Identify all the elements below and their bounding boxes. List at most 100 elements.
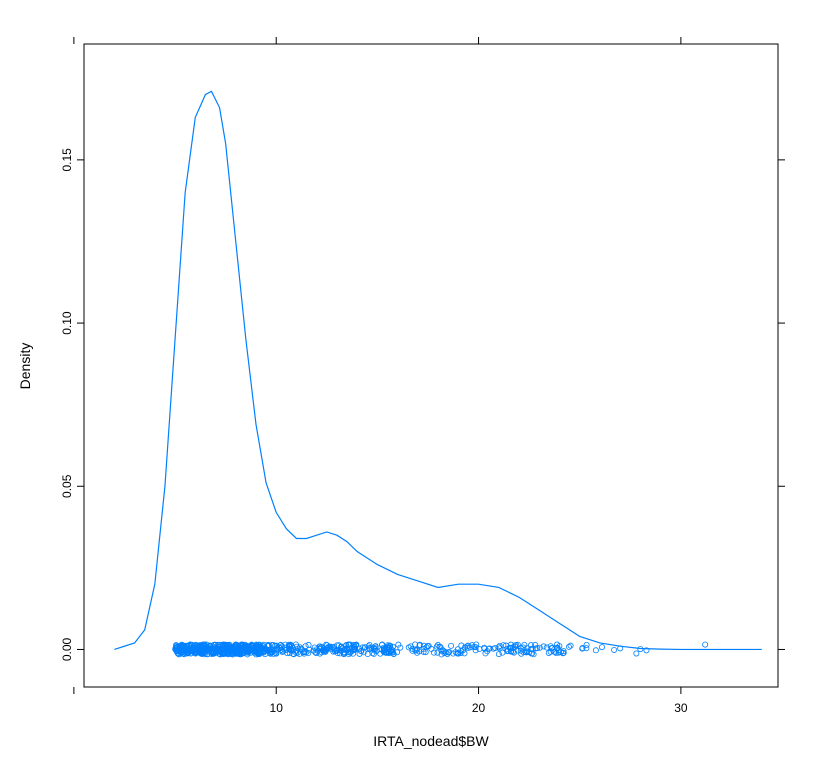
rug-point <box>330 648 337 655</box>
rug-points <box>172 641 709 658</box>
rug-point <box>430 649 437 656</box>
x-axis-bottom: 10 20 30 <box>73 687 688 715</box>
rug-point <box>469 642 476 649</box>
rug-point <box>536 644 543 651</box>
y-axis-title: Density <box>17 343 33 390</box>
rug-point <box>288 646 295 653</box>
rug-point <box>611 646 618 653</box>
rug-point <box>357 648 364 655</box>
rug-point <box>457 650 464 657</box>
rug-point <box>187 641 194 648</box>
rug-point <box>189 648 196 655</box>
y-axis-right <box>778 159 785 650</box>
rug-point <box>233 650 240 657</box>
rug-point <box>445 649 452 656</box>
y-tick-label: 0.15 <box>60 148 74 172</box>
rug-point <box>643 647 650 654</box>
y-tick-label: 0.00 <box>60 637 74 661</box>
rug-point <box>436 643 443 650</box>
rug-point <box>509 644 516 651</box>
rug-point <box>290 650 297 657</box>
rug-point <box>221 644 228 651</box>
rug-point <box>359 644 366 651</box>
rug-point <box>192 641 199 648</box>
rug-point <box>234 643 241 650</box>
rug-point <box>310 647 317 654</box>
rug-point <box>255 649 262 656</box>
rug-point <box>439 647 446 654</box>
rug-point <box>318 649 325 656</box>
rug-point <box>592 647 599 654</box>
x-axis-top <box>73 37 682 44</box>
rug-point <box>567 642 574 649</box>
rug-point <box>434 642 441 649</box>
rug-point <box>206 648 213 655</box>
rug-point <box>179 644 186 651</box>
x-tick-label: 30 <box>674 701 688 715</box>
rug-point <box>514 641 521 648</box>
rug-point <box>294 649 301 656</box>
rug-point <box>505 647 512 654</box>
rug-point <box>226 650 233 657</box>
rug-point <box>416 642 423 649</box>
rug-point <box>598 644 605 651</box>
rug-point <box>286 650 293 657</box>
plot-panel <box>83 43 779 688</box>
rug-point <box>395 641 402 648</box>
rug-point <box>458 642 465 649</box>
rug-point <box>527 642 534 649</box>
rug-point <box>583 645 590 652</box>
rug-point <box>422 649 429 656</box>
rug-point <box>239 650 246 657</box>
rug-point <box>298 645 305 652</box>
rug-point <box>287 641 294 648</box>
rug-point <box>368 644 375 651</box>
rug-point <box>384 643 391 650</box>
rug-point <box>481 644 488 651</box>
rug-point <box>178 648 185 655</box>
rug-point <box>540 643 547 650</box>
rug-point <box>200 644 207 651</box>
rug-point <box>330 643 337 650</box>
rug-point <box>543 644 550 651</box>
rug-point <box>553 641 560 648</box>
rug-point <box>428 645 435 652</box>
rug-point <box>362 644 369 651</box>
rug-point <box>409 645 416 652</box>
rug-point <box>377 650 384 657</box>
rug-point <box>313 646 320 653</box>
rug-point <box>499 649 506 656</box>
rug-point <box>386 650 393 657</box>
rug-point <box>547 648 554 655</box>
rug-point <box>323 641 330 648</box>
rug-point <box>352 646 359 653</box>
rug-point <box>268 649 275 656</box>
x-tick-label: 20 <box>472 701 486 715</box>
rug-point <box>173 644 180 651</box>
rug-point <box>303 649 310 656</box>
rug-point <box>448 642 455 649</box>
rug-point <box>528 645 535 652</box>
rug-point <box>214 641 221 648</box>
rug-point <box>412 641 419 648</box>
rug-point <box>249 646 256 653</box>
rug-point <box>370 650 377 657</box>
rug-point <box>198 648 205 655</box>
rug-point <box>633 650 640 657</box>
rug-point <box>517 644 524 651</box>
rug-point <box>190 647 197 654</box>
rug-point <box>273 646 280 653</box>
rug-point <box>702 641 709 648</box>
rug-point <box>500 642 507 649</box>
density-curve <box>114 90 762 651</box>
rug-point <box>457 648 464 655</box>
rug-point <box>279 643 286 650</box>
rug-point <box>379 641 386 648</box>
rug-point <box>507 641 514 648</box>
rug-point <box>508 648 515 655</box>
x-tick-label: 10 <box>270 701 284 715</box>
rug-point <box>397 644 404 651</box>
rug-point <box>353 642 360 649</box>
y-tick-label: 0.10 <box>60 311 74 335</box>
rug-point <box>557 648 564 655</box>
